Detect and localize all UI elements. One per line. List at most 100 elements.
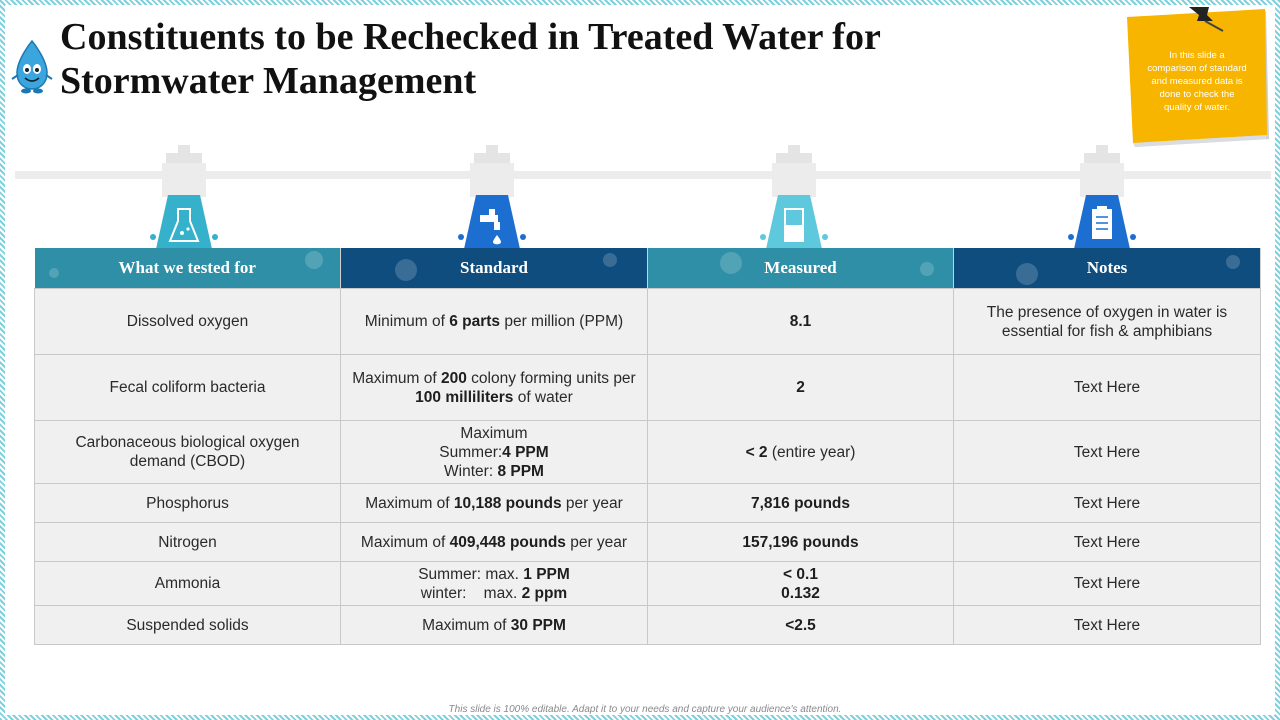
table-row: Nitrogen Maximum of 409,448 pounds per ye…: [34, 522, 1261, 562]
cell-text: Maximum of: [360, 533, 450, 551]
column-header-label: What we tested for: [118, 258, 256, 277]
table-cell-measured: 7,816 pounds: [647, 483, 954, 523]
cell-text: Winter:: [444, 462, 498, 480]
cell-text: Text Here: [1073, 494, 1141, 512]
column-header-label: Measured: [764, 258, 837, 277]
column-header-label: Standard: [459, 258, 529, 277]
table-cell-measured: 8.1: [647, 288, 954, 355]
column-header: Standard: [340, 248, 648, 289]
cell-text: Text Here: [1073, 443, 1141, 461]
table-cell-standard: Maximum of 200 colony forming units per 1…: [340, 354, 648, 421]
table-cell-measured: <2.5: [647, 605, 954, 645]
table-row: Dissolved oxygen Minimum of 6 parts per m…: [34, 288, 1261, 355]
cell-value: 0.132: [781, 584, 820, 602]
table-cell-measured: < 2 (entire year): [647, 420, 954, 484]
cell-value: 7,816 pounds: [750, 494, 851, 512]
sticky-note-line: and measured data is: [1151, 76, 1243, 87]
cell-text: per year: [565, 533, 628, 551]
sticky-note: In this slide a comparison of standard a…: [1125, 7, 1270, 147]
table-cell-standard: Minimum of 6 parts per million (PPM): [340, 288, 648, 355]
cell-text: Maximum of: [365, 494, 454, 512]
table-cell-measured: 2: [647, 354, 954, 421]
column-header-label: Notes: [1086, 258, 1128, 277]
table-cell-notes: Text Here: [953, 354, 1261, 421]
water-drop-mascot-icon: [11, 39, 53, 94]
table-row: Phosphorus Maximum of 10,188 pounds per y…: [34, 483, 1261, 523]
cell-text: Summer: max.: [418, 565, 524, 583]
cell-text: Phosphorus: [146, 494, 229, 512]
table-cell-measured: < 0.1 0.132: [647, 561, 954, 606]
cell-text: Text Here: [1073, 616, 1141, 634]
lab-flask-icon: [150, 145, 218, 249]
table-cell-notes: Text Here: [953, 420, 1261, 484]
cell-value: 409,448 pounds: [449, 533, 566, 551]
sticky-note-line: quality of water.: [1163, 102, 1230, 113]
cell-value: < 2: [745, 443, 768, 461]
table-cell-notes: Text Here: [953, 561, 1261, 606]
cell-text: winter: max.: [420, 584, 522, 602]
table-cell-standard: Maximum of 10,188 pounds per year: [340, 483, 648, 523]
table-cell-test: Carbonaceous biological oxygen demand (CB…: [34, 420, 341, 484]
table-cell-standard: Maximum of 30 PPM: [340, 605, 648, 645]
cell-text: Minimum of: [364, 313, 450, 330]
sticky-note-text: In this slide a comparison of standard a…: [1137, 49, 1257, 114]
comparison-table: What we tested for Standard Measured: [34, 248, 1261, 645]
cell-value: 157,196 pounds: [742, 533, 859, 551]
cell-text: Ammonia: [154, 575, 221, 592]
cell-text: Text Here: [1073, 379, 1141, 396]
sticky-note-line: In this slide a: [1169, 50, 1225, 61]
cell-value: <2.5: [785, 616, 816, 634]
sticky-note-line: done to check the: [1159, 89, 1235, 100]
table-cell-test: Suspended solids: [34, 605, 341, 645]
table-row: Ammonia Summer: max. 1 PPM winter: max. 2 …: [34, 561, 1261, 606]
cell-value: 6 parts: [449, 313, 501, 330]
notes-clipboard-icon: [1068, 145, 1136, 249]
cell-text: Maximum: [460, 424, 528, 442]
table-header-row: What we tested for Standard Measured: [34, 248, 1261, 289]
cell-value: 8 PPM: [497, 462, 544, 480]
cell-text: Dissolved oxygen: [126, 313, 249, 330]
cell-value: 4 PPM: [502, 443, 549, 461]
cell-text: per year: [561, 494, 623, 512]
table-cell-test: Nitrogen: [34, 522, 341, 562]
cell-value: < 0.1: [783, 565, 818, 583]
cell-value: 200: [440, 369, 467, 387]
cell-text: Suspended solids: [126, 616, 249, 634]
water-tap-icon: [458, 145, 526, 249]
cell-text: Maximum of: [422, 616, 511, 634]
cell-text: Text Here: [1073, 533, 1141, 551]
page-title-line-1: Constituents to be Rechecked in Treated …: [60, 16, 881, 58]
cell-value: 100 milliliters: [415, 388, 514, 406]
table-cell-notes: The presence of oxygen in water is essent…: [953, 288, 1261, 355]
cell-value: 2: [796, 379, 805, 396]
cell-value: 10,188 pounds: [453, 494, 562, 512]
table-row: Suspended solids Maximum of 30 PPM <2.5 Tex…: [34, 605, 1261, 645]
table-cell-standard: Maximum of 409,448 pounds per year: [340, 522, 648, 562]
table-cell-standard: Maximum Summer:4 PPM Winter: 8 PPM: [340, 420, 648, 484]
cell-text: Carbonaceous biological oxygen: [75, 434, 300, 451]
table-cell-notes: Text Here: [953, 605, 1261, 645]
pipe-illustration: [15, 145, 1271, 249]
cell-text: Text Here: [1073, 575, 1141, 592]
cell-value: 1 PPM: [523, 565, 570, 583]
footer-note: This slide is 100% editable. Adapt it to…: [448, 704, 842, 715]
cell-text: Fecal coliform bacteria: [109, 379, 266, 396]
sticky-note-line: comparison of standard: [1147, 63, 1247, 74]
cell-text: (entire year): [767, 443, 856, 461]
cell-text: essential for fish & amphibians: [1001, 322, 1213, 340]
measuring-cylinder-icon: [760, 145, 828, 249]
table-cell-standard: Summer: max. 1 PPM winter: max. 2 ppm: [340, 561, 648, 606]
table-cell-test: Fecal coliform bacteria: [34, 354, 341, 421]
pushpin-icon: [1189, 7, 1224, 32]
cell-value: 30 PPM: [510, 616, 566, 634]
cell-text: Summer:: [439, 443, 503, 461]
column-header: Notes: [953, 248, 1261, 289]
cell-text: Maximum of: [352, 369, 441, 387]
table-row: Carbonaceous biological oxygen demand (CB…: [34, 420, 1261, 484]
table-cell-measured: 157,196 pounds: [647, 522, 954, 562]
table-cell-test: Ammonia: [34, 561, 341, 606]
table-row: Fecal coliform bacteria Maximum of 200 co…: [34, 354, 1261, 421]
cell-text: demand (CBOD): [129, 453, 246, 470]
table-cell-test: Dissolved oxygen: [34, 288, 341, 355]
